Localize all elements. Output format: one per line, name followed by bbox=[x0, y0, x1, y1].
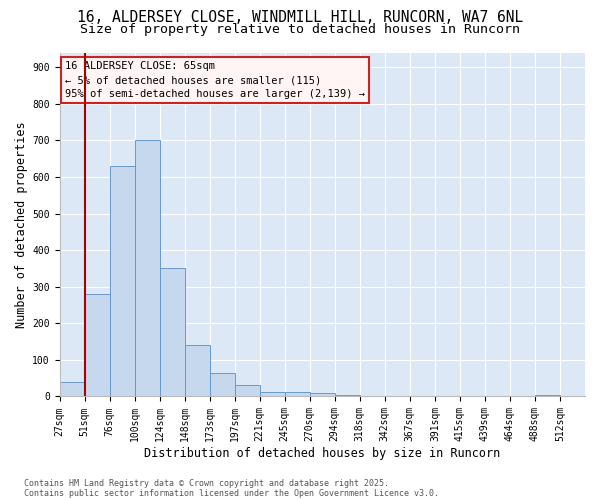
Bar bbox=[59, 382, 85, 396]
Bar bbox=[160, 268, 185, 396]
Bar bbox=[85, 294, 110, 396]
Bar bbox=[260, 392, 285, 396]
Bar bbox=[285, 392, 310, 396]
Bar bbox=[235, 386, 260, 396]
Bar bbox=[535, 394, 560, 396]
Bar bbox=[310, 393, 335, 396]
Text: Size of property relative to detached houses in Runcorn: Size of property relative to detached ho… bbox=[80, 22, 520, 36]
Bar bbox=[134, 140, 160, 396]
Bar bbox=[209, 372, 235, 396]
Bar bbox=[110, 166, 134, 396]
Bar bbox=[335, 394, 360, 396]
Text: 16 ALDERSEY CLOSE: 65sqm
← 5% of detached houses are smaller (115)
95% of semi-d: 16 ALDERSEY CLOSE: 65sqm ← 5% of detache… bbox=[65, 61, 365, 99]
Text: 16, ALDERSEY CLOSE, WINDMILL HILL, RUNCORN, WA7 6NL: 16, ALDERSEY CLOSE, WINDMILL HILL, RUNCO… bbox=[77, 10, 523, 25]
Bar bbox=[185, 345, 209, 397]
Text: Contains HM Land Registry data © Crown copyright and database right 2025.
Contai: Contains HM Land Registry data © Crown c… bbox=[24, 479, 439, 498]
Y-axis label: Number of detached properties: Number of detached properties bbox=[15, 121, 28, 328]
X-axis label: Distribution of detached houses by size in Runcorn: Distribution of detached houses by size … bbox=[144, 447, 500, 460]
